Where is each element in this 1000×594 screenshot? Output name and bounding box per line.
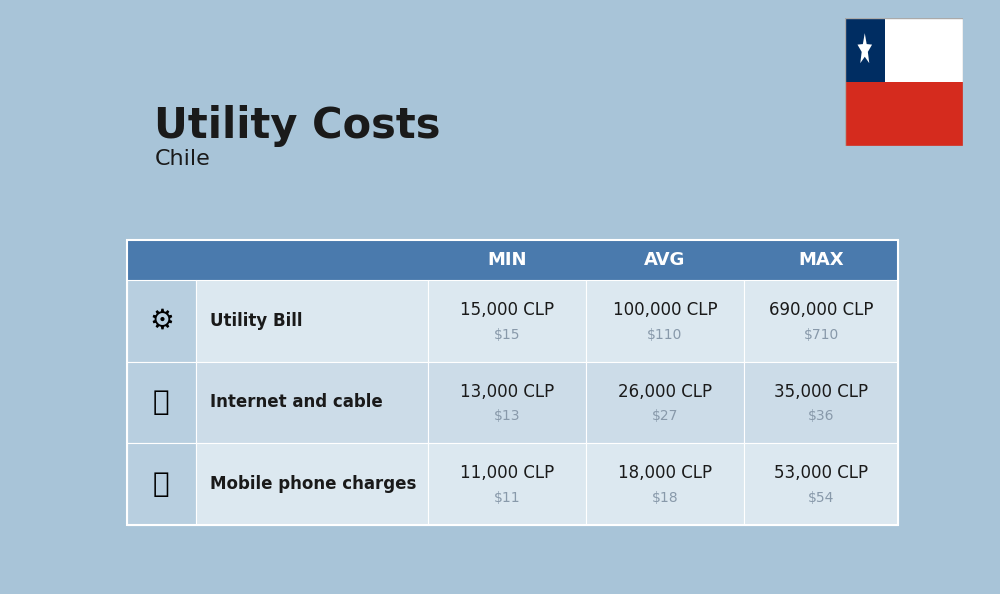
Bar <box>196 362 428 443</box>
Text: $15: $15 <box>493 328 520 342</box>
Text: $110: $110 <box>647 328 683 342</box>
Bar <box>845 81 963 146</box>
Text: Mobile phone charges: Mobile phone charges <box>210 475 416 493</box>
Bar <box>744 280 898 362</box>
Text: $18: $18 <box>652 491 678 505</box>
Bar <box>586 362 744 443</box>
Bar <box>428 280 586 362</box>
Text: 11,000 CLP: 11,000 CLP <box>460 465 554 482</box>
Text: MAX: MAX <box>798 251 844 269</box>
Bar <box>744 362 898 443</box>
Text: $54: $54 <box>808 491 834 505</box>
Text: MIN: MIN <box>487 251 526 269</box>
Bar <box>127 240 898 280</box>
Bar <box>127 443 196 525</box>
Text: 📱: 📱 <box>153 470 170 498</box>
Text: $13: $13 <box>493 409 520 424</box>
Bar <box>428 362 586 443</box>
Bar <box>586 280 744 362</box>
Text: Utility Bill: Utility Bill <box>210 312 302 330</box>
Text: AVG: AVG <box>644 251 686 269</box>
Text: $36: $36 <box>808 409 835 424</box>
Bar <box>744 443 898 525</box>
Text: 53,000 CLP: 53,000 CLP <box>774 465 868 482</box>
Text: 100,000 CLP: 100,000 CLP <box>613 301 717 319</box>
Text: $27: $27 <box>652 409 678 424</box>
Text: 15,000 CLP: 15,000 CLP <box>460 301 554 319</box>
Text: 26,000 CLP: 26,000 CLP <box>618 383 712 400</box>
Text: ⚙: ⚙ <box>149 307 174 335</box>
Bar <box>845 18 885 81</box>
Text: 690,000 CLP: 690,000 CLP <box>769 301 874 319</box>
Text: Chile: Chile <box>154 149 210 169</box>
Text: Utility Costs: Utility Costs <box>154 105 441 147</box>
Text: 📡: 📡 <box>153 388 170 416</box>
Bar <box>196 280 428 362</box>
Bar <box>428 443 586 525</box>
Bar <box>127 362 196 443</box>
Text: 18,000 CLP: 18,000 CLP <box>618 465 712 482</box>
Bar <box>845 18 963 81</box>
Text: 35,000 CLP: 35,000 CLP <box>774 383 868 400</box>
Text: Internet and cable: Internet and cable <box>210 393 383 412</box>
Bar <box>586 443 744 525</box>
Bar <box>196 443 428 525</box>
Polygon shape <box>857 33 872 63</box>
Bar <box>127 280 196 362</box>
Text: $11: $11 <box>493 491 520 505</box>
Bar <box>127 240 898 525</box>
Text: 13,000 CLP: 13,000 CLP <box>460 383 554 400</box>
Text: $710: $710 <box>804 328 839 342</box>
